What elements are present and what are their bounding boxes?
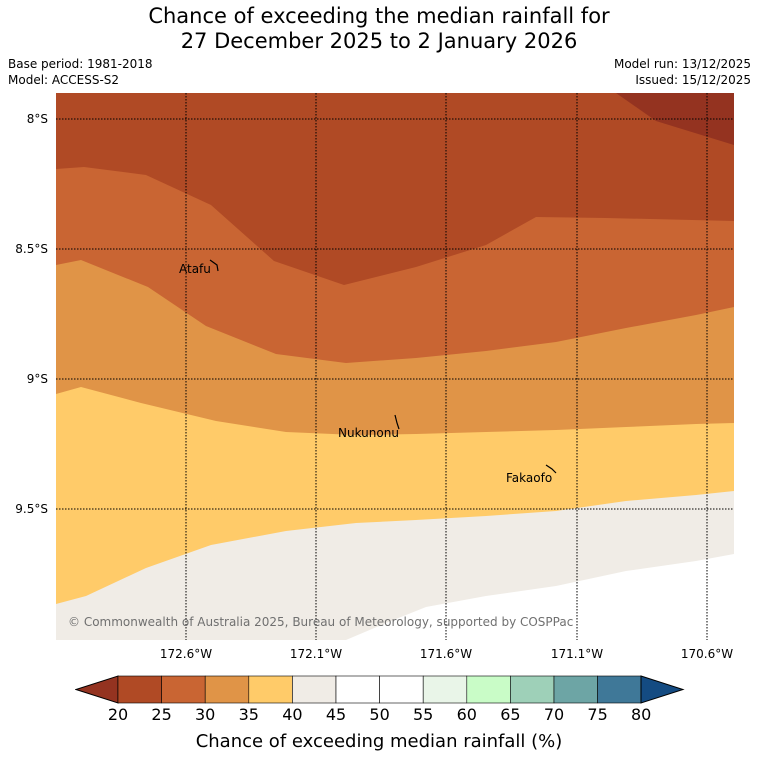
colorbar-cell <box>117 675 162 704</box>
colorbar-cell <box>248 675 293 704</box>
copyright-notice: © Commonwealth of Australia 2025, Bureau… <box>68 615 573 629</box>
band-45-50 <box>346 554 734 640</box>
place-label-fakaofo: Fakaofo <box>506 471 552 485</box>
map-title: Chance of exceeding the median rainfall … <box>0 4 758 54</box>
colorbar-tick-label: 35 <box>238 705 259 724</box>
colorbar-tick-label: 30 <box>195 705 216 724</box>
lon-label-171-1w: 171.1°W <box>550 647 604 661</box>
atoll-outlines <box>209 259 557 474</box>
colorbar-cell <box>204 675 250 704</box>
lon-label-172-1w: 172.1°W <box>289 647 343 661</box>
lon-label-170-6w: 170.6°W <box>680 647 734 661</box>
colorbar-cells <box>117 675 642 704</box>
model-run: Model run: 13/12/2025 <box>613 57 751 71</box>
base-period: Base period: 1981-2018 <box>8 57 153 71</box>
colorbar-cell <box>379 675 424 704</box>
colorbar-label: Chance of exceeding median rainfall (%) <box>195 731 563 752</box>
colorbar <box>75 675 685 704</box>
colorbar-cell <box>161 675 206 704</box>
model-info: Base period: 1981-2018 Model: ACCESS-S2 <box>8 56 153 88</box>
colorbar-cell <box>292 675 337 704</box>
atafu-atoll-outline <box>209 259 219 272</box>
colorbar-tick-label: 25 <box>151 705 172 724</box>
place-label-atafu: Atafu <box>179 262 211 276</box>
map-svg: Atafu Nukunonu Fakaofo © Commonwealth of… <box>56 93 734 640</box>
lat-label-8s: 8°S <box>26 112 48 126</box>
colorbar-tick-label: 80 <box>631 705 652 724</box>
colorbar-tick-label: 60 <box>456 705 477 724</box>
colorbar-cell <box>422 675 468 704</box>
rainfall-map: Atafu Nukunonu Fakaofo © Commonwealth of… <box>56 93 734 640</box>
colorbar-cell <box>335 675 380 704</box>
title-line-1: Chance of exceeding the median rainfall … <box>148 4 610 28</box>
issued-date: Issued: 15/12/2025 <box>635 73 751 87</box>
title-line-2: 27 December 2025 to 2 January 2026 <box>180 29 578 53</box>
lon-label-172-6w: 172.6°W <box>159 647 213 661</box>
graticule <box>56 93 734 640</box>
colorbar-tick-label: 65 <box>500 705 521 724</box>
colorbar-cell <box>597 675 642 704</box>
colorbar-cell <box>553 675 598 704</box>
lon-label-171-6w: 171.6°W <box>419 647 473 661</box>
place-label-nukunonu: Nukunonu <box>338 426 399 440</box>
colorbar-tick-label: 70 <box>543 705 565 724</box>
colorbar-tick-label: 45 <box>325 705 347 724</box>
colorbar-tick-label: 50 <box>369 705 390 724</box>
colorbar-over-arrow <box>640 675 685 704</box>
colorbar-cell <box>466 675 511 704</box>
colorbar-tick-label: 75 <box>587 705 608 724</box>
colorbar-tick-label: 20 <box>107 705 129 724</box>
lat-label-8-5s: 8.5°S <box>15 242 48 256</box>
colorbar-tick-label: 40 <box>282 705 303 724</box>
colorbar-under-arrow <box>75 675 119 704</box>
run-info: Model run: 13/12/2025 Issued: 15/12/2025 <box>614 56 751 88</box>
lat-label-9-5s: 9.5°S <box>15 502 48 516</box>
nukunonu-atoll-outline <box>394 414 400 430</box>
lat-label-9s: 9°S <box>26 372 48 386</box>
model-name: Model: ACCESS-S2 <box>8 73 120 87</box>
colorbar-cell <box>510 675 555 704</box>
colorbar-tick-label: 55 <box>413 705 434 724</box>
fakaofo-atoll-outline <box>545 464 557 474</box>
